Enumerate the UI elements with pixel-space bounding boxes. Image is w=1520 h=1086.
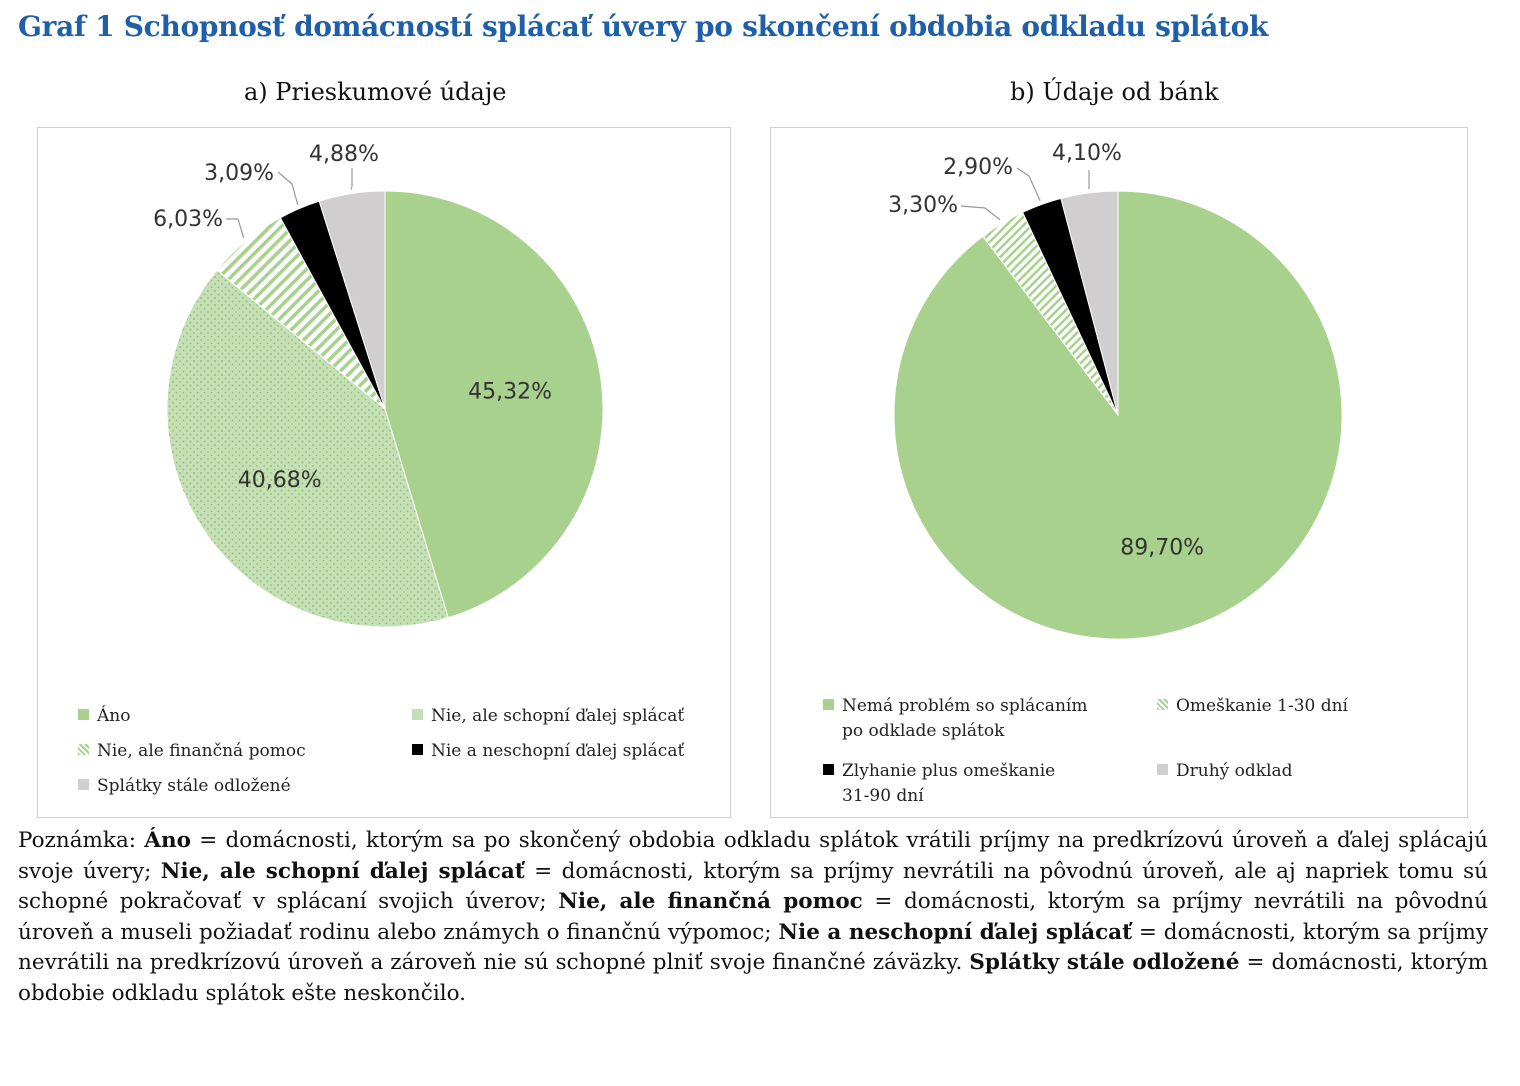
legend-swatch: [78, 709, 89, 720]
legend-label: Nemá problém so splácaním: [842, 696, 1088, 716]
pie-slice: [1060, 190, 1119, 416]
legend-item-nie-schopni: Nie, ale schopní ďalej splácať: [412, 704, 684, 729]
figure-title: Graf 1 Schopnosť domácností splácať úver…: [18, 10, 1269, 43]
note-term: Splátky stále odložené: [969, 950, 1240, 975]
leader-line: [277, 171, 299, 206]
legend-label-line2: 31-90 dní: [842, 786, 924, 806]
data-label: 4,10%: [1052, 141, 1122, 166]
legend-swatch: [1157, 764, 1168, 775]
note-def: = domácnosti, ktorým sa príjmy nevrátili…: [18, 919, 1488, 976]
legend-label: Áno: [97, 706, 131, 726]
data-label: 45,32%: [468, 379, 552, 404]
legend-swatch: [78, 779, 89, 790]
note-term: Nie a neschopní ďalej splácať: [778, 919, 1133, 945]
note-def: = domácnosti, ktorým sa po skončený obdo…: [18, 828, 1489, 884]
legend-item-nema-problem: Nemá problém so splácaním po odklade spl…: [823, 694, 1087, 744]
legend-item-nie-neschopni: Nie a neschopní ďalej splácať: [412, 739, 684, 764]
legend-swatch: [412, 709, 423, 720]
note-term: Nie, ale finančná pomoc: [558, 889, 863, 914]
legend-item-odlozene: Splátky stále odložené: [78, 774, 291, 799]
chart-a-pie: 45,32% 40,68% 6,03% 3,09% 4,88%: [153, 142, 604, 628]
legend-swatch: [823, 699, 834, 710]
pie-slice: [166, 269, 449, 628]
chart-b-title: b) Údaje od bánk: [1010, 78, 1219, 106]
legend-label: Nie, ale finančná pomoc: [97, 741, 306, 761]
data-label: 4,88%: [309, 142, 379, 167]
leader-line: [226, 218, 245, 238]
note-term: Nie, ale schopní ďalej splácať: [160, 858, 525, 884]
chart-a-panel: 45,32% 40,68% 6,03% 3,09% 4,88% Áno Nie, ale…: [37, 127, 731, 818]
legend-label: Nie, ale schopní ďalej splácať: [431, 706, 685, 726]
footnote: Poznámka: Áno = domácnosti, ktorým sa po…: [18, 826, 1488, 1009]
leader-line: [960, 205, 1001, 221]
data-label: 89,70%: [1120, 536, 1204, 561]
legend-label: Splátky stále odložené: [97, 776, 291, 796]
data-label: 3,09%: [204, 161, 274, 186]
data-label: 40,68%: [238, 468, 322, 493]
chart-a-legend: Áno Nie, ale schopní ďalej splácať Nie, …: [38, 128, 730, 817]
data-label: 6,03%: [153, 207, 223, 232]
chart-b-pie: 89,70% 3,30% 2,90% 4,10%: [888, 141, 1343, 640]
pie-slice: [318, 190, 386, 410]
note-term: Áno: [144, 828, 191, 853]
note-def: = domácnosti, ktorým sa príjmy nevrátili…: [18, 889, 1488, 945]
legend-swatch: [412, 744, 423, 755]
legend-swatch: [823, 764, 834, 775]
chart-a-title: a) Prieskumové údaje: [244, 78, 507, 106]
chart-b-legend: Nemá problém so splácaním po odklade spl…: [771, 128, 1467, 817]
legend-swatch: [78, 744, 89, 755]
legend-item-omeskanie: Omeškanie 1-30 dní: [1157, 694, 1348, 719]
legend-item-zlyhanie: Zlyhanie plus omeškanie 31-90 dní: [823, 759, 1055, 809]
data-label: 3,30%: [888, 193, 958, 218]
chart-b-panel: 89,70% 3,30% 2,90% 4,10% Nemá problém so sp…: [770, 127, 1468, 818]
leader-line: [350, 168, 353, 190]
note-def: = domácnosti, ktorým obdobie odkladu spl…: [18, 950, 1488, 1006]
note-prefix: Poznámka:: [18, 828, 145, 853]
legend-item-ano: Áno: [78, 704, 130, 729]
legend-label: Nie a neschopní ďalej splácať: [431, 741, 685, 761]
legend-swatch: [1157, 699, 1168, 710]
legend-label: Zlyhanie plus omeškanie: [842, 761, 1056, 781]
data-label: 2,90%: [943, 155, 1013, 180]
legend-label: Druhý odklad: [1176, 761, 1293, 781]
pie-slice: [384, 190, 604, 619]
leader-line: [1016, 167, 1041, 201]
legend-item-nie-pomoc: Nie, ale finančná pomoc: [78, 739, 306, 764]
legend-label: Omeškanie 1-30 dní: [1176, 696, 1348, 716]
legend-item-druhy: Druhý odklad: [1157, 759, 1293, 784]
note-def: = domácnosti, ktorým sa príjmy nevrátili…: [18, 858, 1488, 915]
legend-label-line2: po odklade splátok: [842, 721, 1005, 741]
